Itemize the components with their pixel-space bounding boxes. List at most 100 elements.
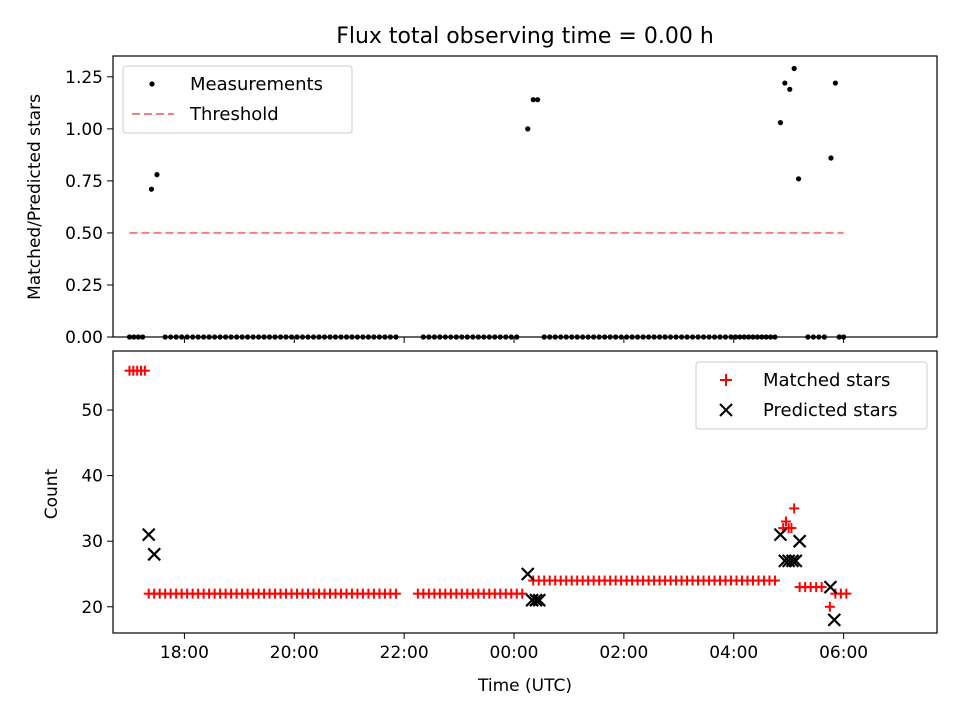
measurement-point — [651, 334, 657, 340]
measurement-point — [376, 334, 383, 340]
measurement-point — [618, 334, 624, 340]
measurement-point — [791, 65, 797, 72]
x-tick-label: 06:00 — [819, 643, 868, 663]
measurement-point — [662, 334, 668, 340]
top-y-tick-label: 1.00 — [65, 120, 103, 140]
predicted-stars-point — [789, 554, 803, 568]
bottom-plot-area: 20 30 40 50 18:00 20:00 22:00 00:00 02:00 04:00 06… — [81, 350, 938, 663]
measurement-point — [535, 97, 541, 103]
measurement-point — [821, 334, 827, 340]
top-axes-frame — [112, 55, 938, 338]
measurement-point — [321, 334, 328, 340]
measurement-point — [332, 334, 339, 340]
measurement-point — [795, 176, 802, 182]
measurement-point — [673, 334, 679, 340]
legend-predicted-marker — [719, 403, 733, 417]
measurement-point — [754, 334, 760, 340]
measurement-point — [541, 334, 547, 340]
x-tick-label: 22:00 — [380, 643, 429, 663]
measurement-point — [190, 334, 196, 340]
measurement-point — [277, 334, 284, 340]
x-tick-label: 18:00 — [160, 643, 209, 663]
top-legend-box — [122, 65, 353, 134]
measurement-point — [667, 334, 674, 340]
measurement-point — [223, 334, 229, 340]
measurement-point — [135, 334, 141, 340]
measurement-point — [294, 334, 300, 340]
matched-stars-point — [139, 365, 150, 376]
bottom-y-tick-label: 30 — [81, 532, 103, 552]
measurement-point — [722, 334, 729, 340]
measurement-point — [525, 126, 531, 132]
measurement-point — [745, 334, 752, 340]
measurement-point — [782, 80, 788, 86]
measurement-point — [244, 334, 251, 340]
matched-stars-point — [517, 588, 528, 599]
measurement-point — [206, 334, 212, 340]
measurement-point — [635, 334, 641, 340]
legend-threshold-label: Threshold — [189, 104, 279, 125]
legend-measurements-label: Measurements — [190, 74, 323, 95]
measurement-point — [305, 334, 311, 340]
measurement-point — [497, 334, 503, 340]
measurement-point — [426, 334, 432, 340]
measurement-point — [420, 334, 426, 340]
bottom-legend-box — [695, 361, 928, 430]
predicted-stars-point — [827, 613, 842, 627]
measurement-point — [126, 334, 133, 340]
measurement-point — [228, 334, 234, 340]
predicted-stars-point — [773, 527, 788, 542]
measurement-point — [695, 334, 701, 340]
measurement-point — [836, 334, 842, 340]
measurement-point — [442, 334, 448, 340]
bottom-axes-frame — [112, 350, 938, 634]
bottom-y-tick-label: 20 — [81, 598, 103, 618]
predicted-stars-point — [785, 554, 800, 568]
measurement-point — [162, 334, 168, 340]
measurement-point — [283, 334, 289, 340]
measurement-point — [201, 334, 207, 340]
measurement-point — [349, 334, 355, 340]
matched-stars-point — [789, 503, 800, 514]
bottom-y-axis-label: Count — [42, 468, 62, 519]
matched-stars-point — [824, 601, 835, 612]
legend-matched-marker — [720, 374, 732, 386]
measurement-point — [646, 334, 652, 340]
top-y-axis-label: Matched/Predicted stars — [25, 94, 45, 300]
measurement-point — [338, 334, 344, 340]
measurement-point — [327, 334, 333, 340]
measurement-point — [131, 334, 137, 340]
measurement-point — [717, 334, 723, 340]
measurement-point — [596, 334, 602, 340]
measurement-point — [212, 334, 218, 340]
measurement-point — [569, 334, 575, 340]
measurement-point — [464, 334, 470, 340]
matched-stars-point — [769, 575, 780, 586]
measurement-point — [508, 334, 514, 340]
measurement-point — [382, 334, 388, 340]
top-plot-area: 0.00 0.25 0.50 0.75 1.00 1.25 — [65, 55, 938, 348]
measurement-point — [602, 334, 608, 340]
top-y-tick-label: 1.25 — [65, 68, 103, 88]
measurement-point — [343, 334, 350, 340]
measurement-point — [255, 334, 262, 340]
top-y-tick-label: 0.75 — [65, 172, 103, 192]
predicted-stars-point — [147, 547, 161, 562]
measurement-point — [261, 334, 267, 340]
measurement-point — [678, 334, 685, 340]
measurement-point — [503, 334, 509, 340]
measurement-point — [656, 334, 663, 340]
measurement-point — [728, 334, 734, 340]
top-legend: Measurements Threshold — [122, 65, 353, 134]
matched-stars-point — [816, 582, 827, 593]
x-tick-label: 00:00 — [490, 643, 539, 663]
legend-matched-label: Matched stars — [763, 370, 890, 391]
x-tick-label: 02:00 — [599, 643, 648, 663]
measurement-point — [360, 334, 366, 340]
measurement-point — [148, 186, 155, 192]
measurement-point — [239, 334, 245, 340]
measurement-point — [365, 334, 372, 340]
measurement-point — [640, 334, 646, 340]
measurement-point — [558, 334, 564, 340]
